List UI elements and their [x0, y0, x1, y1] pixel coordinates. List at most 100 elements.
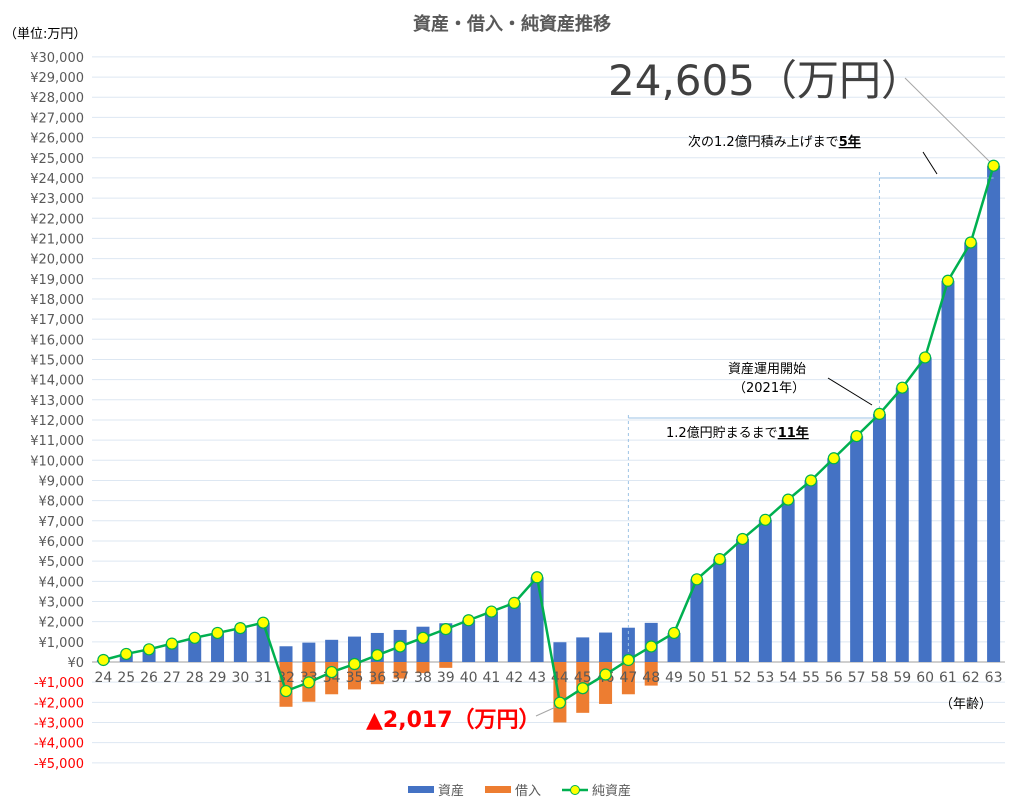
x-tick-label: 58	[871, 670, 889, 686]
net-asset-point	[257, 616, 270, 629]
x-tick-label: 56	[825, 670, 843, 686]
net-asset-point	[713, 553, 726, 566]
x-tick-label: 45	[574, 670, 592, 686]
callout-line	[904, 77, 991, 163]
net-asset-point	[987, 159, 1000, 172]
y-tick-label: ¥27,000	[30, 111, 84, 126]
bar-asset	[188, 637, 202, 662]
net-asset-point	[462, 614, 475, 627]
x-tick-label: 39	[437, 670, 455, 686]
bar-asset	[211, 632, 225, 662]
x-tick-label: 54	[779, 670, 797, 686]
bar-asset	[918, 357, 932, 662]
x-tick-label: 27	[163, 670, 181, 686]
annotation-guides	[535, 77, 994, 717]
bar-debt	[416, 662, 430, 674]
x-tick-label: 61	[939, 670, 957, 686]
x-tick-label: 51	[711, 670, 729, 686]
x-axis-ticks: 2425262728293031323334353637383940414243…	[94, 670, 1002, 686]
bar-asset	[850, 436, 864, 662]
net-asset-point	[576, 682, 589, 695]
x-tick-label: 29	[209, 670, 227, 686]
x-tick-label: 26	[140, 670, 158, 686]
y-tick-label: ¥18,000	[30, 293, 84, 308]
net-asset-point	[439, 623, 452, 636]
x-axis-label: （年齢）	[940, 697, 992, 712]
net-asset-point	[165, 637, 178, 650]
y-tick-label: ¥0	[67, 656, 84, 671]
net-asset-point	[919, 351, 932, 364]
x-tick-label: 36	[368, 670, 386, 686]
y-tick-label: ¥4,000	[39, 575, 85, 590]
net-asset-point	[508, 596, 521, 610]
legend-label: 資産	[438, 783, 464, 799]
legend-marker	[570, 785, 580, 795]
x-tick-label: 43	[528, 670, 546, 686]
y-tick-label: ¥1,000	[39, 636, 85, 651]
until-target-annotation: 1.2億円貯まるまで11年	[666, 425, 809, 441]
net-asset-point	[211, 626, 224, 640]
net-asset-point	[759, 513, 772, 526]
bar-asset	[279, 646, 293, 662]
net-asset-point	[302, 676, 315, 689]
y-tick-label: ¥7,000	[39, 515, 85, 530]
x-tick-label: 31	[254, 670, 272, 686]
bar-asset	[987, 165, 1001, 662]
y-tick-label: ¥13,000	[30, 394, 84, 409]
bar-asset	[347, 636, 361, 662]
net-asset-point	[530, 571, 544, 584]
x-tick-label: 24	[94, 670, 112, 686]
y-tick-label: ¥16,000	[30, 333, 84, 348]
bar-debt	[439, 662, 453, 668]
net-asset-point	[645, 640, 658, 653]
net-asset-point	[782, 493, 795, 506]
y-tick-label: ¥3,000	[39, 595, 85, 610]
bar-asset	[507, 602, 521, 662]
legend-label: 借入	[515, 784, 541, 799]
bar-asset	[736, 538, 750, 662]
y-tick-label: -¥4,000	[34, 737, 84, 752]
y-tick-label: ¥26,000	[30, 132, 84, 147]
y-tick-label: ¥10,000	[30, 454, 84, 469]
x-tick-label: 52	[734, 670, 752, 686]
start-annotation-line2: （2021年）	[733, 381, 805, 396]
net-asset-point	[279, 684, 293, 698]
bar-asset	[758, 519, 772, 662]
x-tick-label: 30	[231, 670, 249, 686]
x-tick-label: 38	[414, 670, 432, 686]
net-asset-point	[873, 407, 886, 421]
y-tick-label: ¥6,000	[39, 535, 85, 550]
bar-asset	[781, 499, 795, 662]
y-tick-label: ¥8,000	[39, 495, 85, 510]
bar-asset	[667, 632, 681, 662]
legend-label: 純資産	[592, 783, 631, 799]
x-tick-label: 42	[505, 670, 523, 686]
y-tick-label: ¥24,000	[30, 172, 84, 187]
bar-asset	[941, 280, 955, 662]
y-tick-label: -¥2,000	[34, 696, 84, 711]
net-asset-point	[325, 665, 338, 679]
bar-asset	[895, 387, 909, 662]
y-tick-label: ¥22,000	[30, 212, 84, 227]
callout-line	[922, 151, 938, 175]
x-tick-label: 40	[460, 670, 478, 686]
x-tick-label: 57	[848, 670, 866, 686]
y-tick-label: ¥30,000	[30, 51, 84, 66]
net-asset-point	[348, 657, 361, 671]
x-tick-label: 59	[893, 670, 911, 686]
net-asset-point	[371, 649, 384, 662]
y-tick-label: ¥20,000	[30, 253, 84, 268]
net-asset-point	[553, 696, 567, 709]
net-asset-point	[941, 274, 955, 287]
x-tick-label: 49	[665, 670, 683, 686]
x-tick-label: 35	[346, 670, 364, 686]
net-asset-point	[667, 626, 681, 640]
x-tick-label: 47	[619, 670, 637, 686]
x-tick-label: 28	[186, 670, 204, 686]
y-tick-label: ¥29,000	[30, 71, 84, 86]
bar-asset	[233, 628, 247, 662]
net-asset-point	[97, 653, 110, 667]
net-asset-point	[690, 573, 703, 586]
chart-title: 資産・借入・純資産推移	[413, 13, 611, 35]
